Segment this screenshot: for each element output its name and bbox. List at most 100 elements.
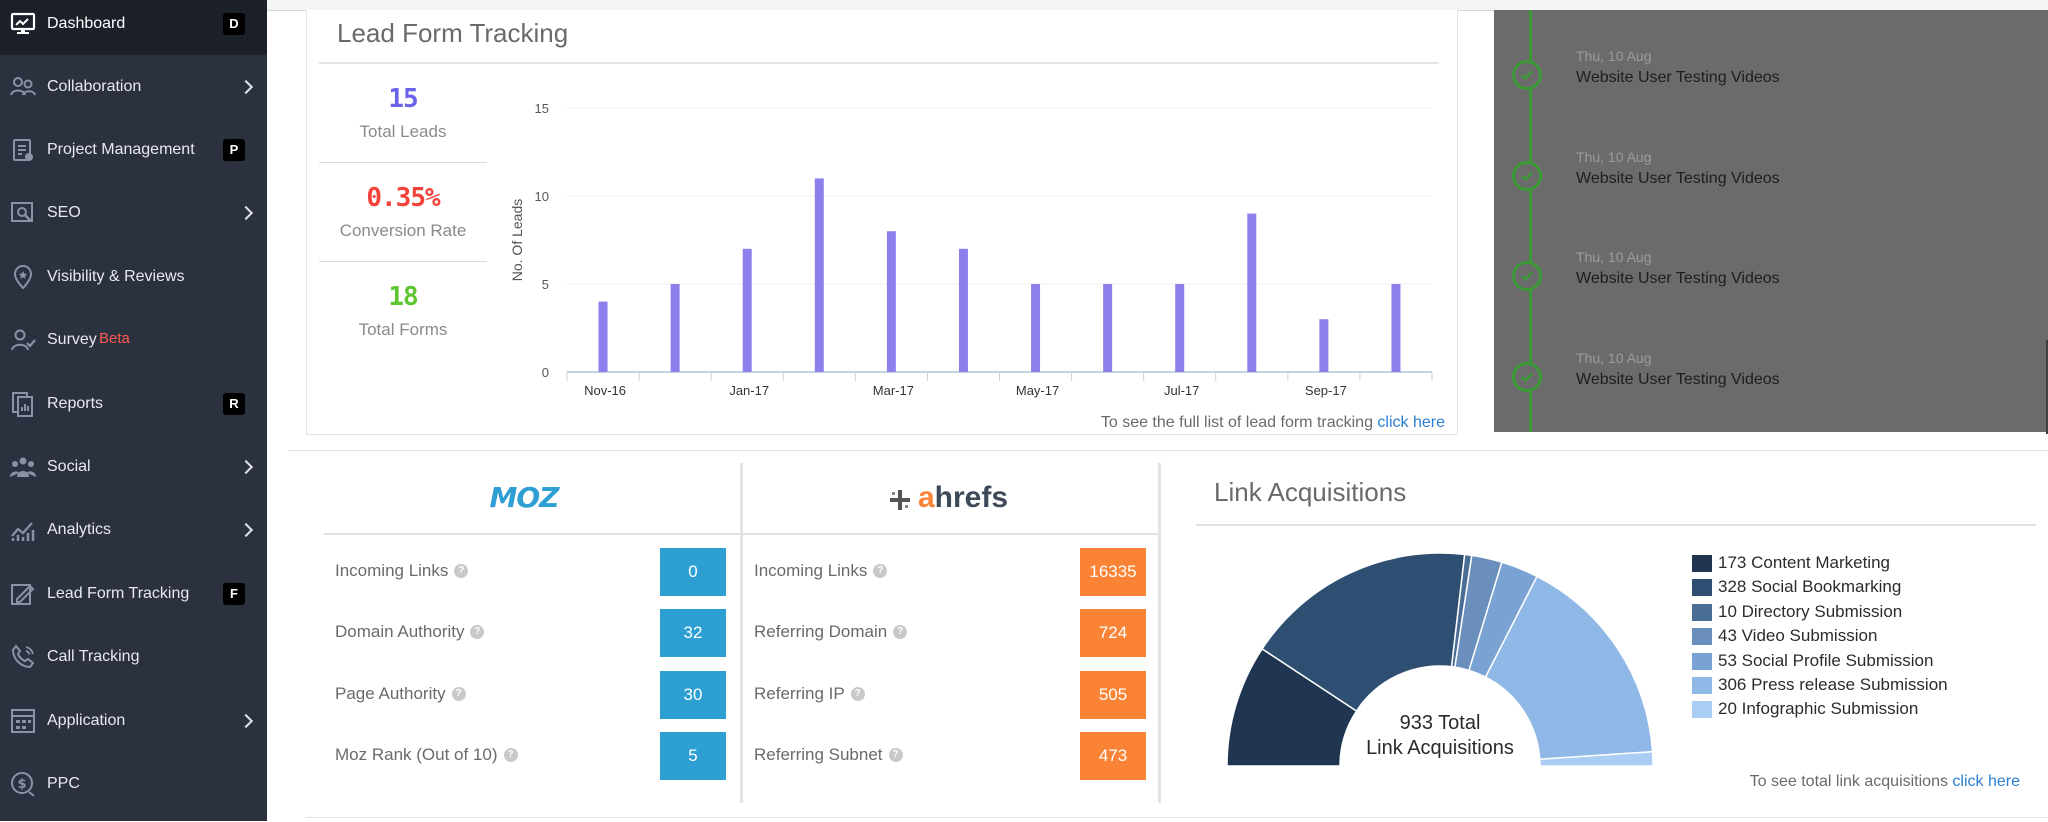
sidebar-item-lead-form-tracking[interactable]: Lead Form Tracking F bbox=[0, 562, 267, 625]
monitor-icon bbox=[8, 9, 38, 39]
bar-feb-17[interactable] bbox=[814, 178, 824, 372]
stat-value: 15 bbox=[388, 84, 418, 114]
timeline-text: Website User Testing Videos bbox=[1576, 170, 1780, 187]
bar-nov-16[interactable] bbox=[598, 301, 608, 372]
help-question-icon[interactable]: ? bbox=[850, 686, 865, 701]
legend-label: 20 Infographic Submission bbox=[1718, 699, 1919, 719]
lead-form-tracking-panel: Lead Form Tracking 15 Total Leads 0.35% … bbox=[306, 10, 1458, 435]
metric-label-text: Referring IP bbox=[754, 684, 845, 703]
legend-item[interactable]: 10 Directory Submission bbox=[1692, 602, 1948, 626]
lead-form-footer: To see the full list of lead form tracki… bbox=[1101, 414, 1445, 432]
bar-may-17[interactable] bbox=[1031, 284, 1041, 372]
user-check-icon bbox=[8, 325, 38, 355]
timeline-item[interactable]: Thu, 10 Aug Website User Testing Videos bbox=[1512, 249, 2032, 309]
sidebar-item-label: Lead Form Tracking bbox=[47, 584, 190, 602]
bar-dec-16[interactable] bbox=[670, 284, 680, 372]
sidebar-item-seo[interactable]: SEO bbox=[0, 181, 267, 244]
column-divider bbox=[740, 463, 743, 803]
sidebar-item-reports[interactable]: Reports R bbox=[0, 372, 267, 435]
timeline-item[interactable]: Thu, 10 Aug Website User Testing Videos bbox=[1512, 48, 2032, 108]
legend-item[interactable]: 306 Press release Submission bbox=[1692, 675, 1948, 699]
metric-label-text: Incoming Links bbox=[754, 561, 868, 580]
donut-slice-social-bookmarking[interactable] bbox=[1261, 552, 1466, 713]
sidebar-item-analytics[interactable]: Analytics bbox=[0, 498, 267, 561]
metric-value: 724 bbox=[1080, 609, 1146, 657]
metric-value: 0 bbox=[660, 548, 726, 596]
metric-label: Moz Rank (Out of 10)? bbox=[335, 745, 518, 765]
metric-label-text: Page Authority bbox=[335, 684, 446, 703]
legend-item[interactable]: 43 Video Submission bbox=[1692, 626, 1948, 650]
sidebar-item-label: Call Tracking bbox=[47, 647, 140, 665]
y-tick-label: 10 bbox=[535, 189, 549, 204]
stat-label: Conversion Rate bbox=[339, 221, 467, 240]
column-divider bbox=[1158, 463, 1161, 803]
ahrefs-mark-icon bbox=[888, 488, 912, 517]
link-acquisitions-title: Link Acquisitions bbox=[1214, 477, 1407, 507]
sidebar-item-social[interactable]: Social bbox=[0, 435, 267, 498]
scroll-edge bbox=[2046, 340, 2048, 434]
sidebar-item-application[interactable]: Application bbox=[0, 689, 267, 752]
bar-jun-17[interactable] bbox=[1103, 284, 1113, 372]
link-acquisitions-click-here-link[interactable]: click here bbox=[1952, 773, 2020, 790]
legend-label: 43 Video Submission bbox=[1718, 626, 1878, 646]
legend-item[interactable]: 20 Infographic Submission bbox=[1692, 699, 1948, 723]
sidebar-item-collaboration[interactable]: Collaboration bbox=[0, 55, 267, 118]
help-question-icon[interactable]: ? bbox=[503, 747, 518, 762]
stat-value: 18 bbox=[388, 282, 418, 312]
x-tick-label: Nov-16 bbox=[584, 383, 626, 398]
ahrefs-divider bbox=[743, 533, 1158, 535]
y-tick-label: 5 bbox=[542, 277, 549, 292]
bar-jul-17[interactable] bbox=[1175, 284, 1185, 372]
form-edit-icon bbox=[8, 579, 38, 609]
y-tick-label: 0 bbox=[542, 365, 549, 380]
help-question-icon[interactable]: ? bbox=[470, 624, 485, 639]
bar-jan-17[interactable] bbox=[742, 248, 752, 372]
lead-form-click-here-link[interactable]: click here bbox=[1377, 414, 1445, 431]
sidebar-item-ppc[interactable]: $ PPC bbox=[0, 752, 267, 815]
legend-item[interactable]: 328 Social Bookmarking bbox=[1692, 577, 1948, 601]
x-tick-label: Mar-17 bbox=[873, 383, 914, 398]
metric-value: 32 bbox=[660, 609, 726, 657]
sidebar-item-dashboard[interactable]: Dashboard D bbox=[0, 0, 267, 55]
timeline-date: Thu, 10 Aug bbox=[1576, 48, 1652, 64]
bar-mar-17[interactable] bbox=[886, 231, 896, 372]
sidebar-item-call-tracking[interactable]: Call Tracking bbox=[0, 625, 267, 688]
sidebar-item-visibility-reviews[interactable]: Visibility & Reviews bbox=[0, 245, 267, 308]
timeline-text: Website User Testing Videos bbox=[1576, 69, 1780, 86]
footer-text: To see total link acquisitions bbox=[1749, 773, 1948, 790]
timeline-item[interactable]: Thu, 10 Aug Website User Testing Videos bbox=[1512, 149, 2032, 209]
sidebar-item-label: Social bbox=[47, 457, 91, 475]
donut-center-total: 933 Total bbox=[1400, 712, 1481, 734]
bar-apr-17[interactable] bbox=[958, 248, 968, 372]
timeline-item[interactable]: Thu, 10 Aug Website User Testing Videos bbox=[1512, 350, 2032, 410]
bar-aug-17[interactable] bbox=[1247, 213, 1257, 372]
sidebar-item-survey[interactable]: Survey Beta bbox=[0, 308, 267, 371]
metric-label-text: Referring Subnet bbox=[754, 745, 883, 764]
sidebar-item-label: SEO bbox=[47, 203, 81, 221]
stat-label: Total Leads bbox=[359, 122, 447, 141]
help-question-icon[interactable]: ? bbox=[454, 563, 469, 578]
help-question-icon[interactable]: ? bbox=[888, 747, 903, 762]
bar-oct-17[interactable] bbox=[1391, 284, 1401, 372]
sidebar-item-project-management[interactable]: Project Management P bbox=[0, 118, 267, 181]
help-question-icon[interactable]: ? bbox=[893, 624, 908, 639]
ahrefs-logo-a: a bbox=[917, 481, 935, 514]
timeline-date: Thu, 10 Aug bbox=[1576, 350, 1652, 366]
phone-icon bbox=[8, 642, 38, 672]
sidebar: Dashboard D Collaboration Project Managemen… bbox=[0, 0, 267, 821]
location-pin-icon bbox=[8, 262, 38, 292]
x-tick-label: Sep-17 bbox=[1305, 383, 1347, 398]
metric-label: Referring Domain? bbox=[754, 622, 908, 642]
help-question-icon[interactable]: ? bbox=[451, 686, 466, 701]
x-tick-label: Jul-17 bbox=[1164, 383, 1199, 398]
legend-item[interactable]: 53 Social Profile Submission bbox=[1692, 651, 1948, 675]
donut-slice-press-release-submission[interactable] bbox=[1484, 575, 1654, 761]
metric-label-text: Referring Domain bbox=[754, 622, 888, 641]
shortcut-badge: F bbox=[223, 582, 245, 605]
help-question-icon[interactable]: ? bbox=[873, 563, 888, 578]
report-icon bbox=[8, 389, 38, 419]
bar-sep-17[interactable] bbox=[1319, 319, 1329, 372]
donut-slice-infographic-submission[interactable] bbox=[1538, 750, 1654, 767]
legend-item[interactable]: 173 Content Marketing bbox=[1692, 553, 1948, 577]
legend-label: 306 Press release Submission bbox=[1718, 674, 1948, 694]
